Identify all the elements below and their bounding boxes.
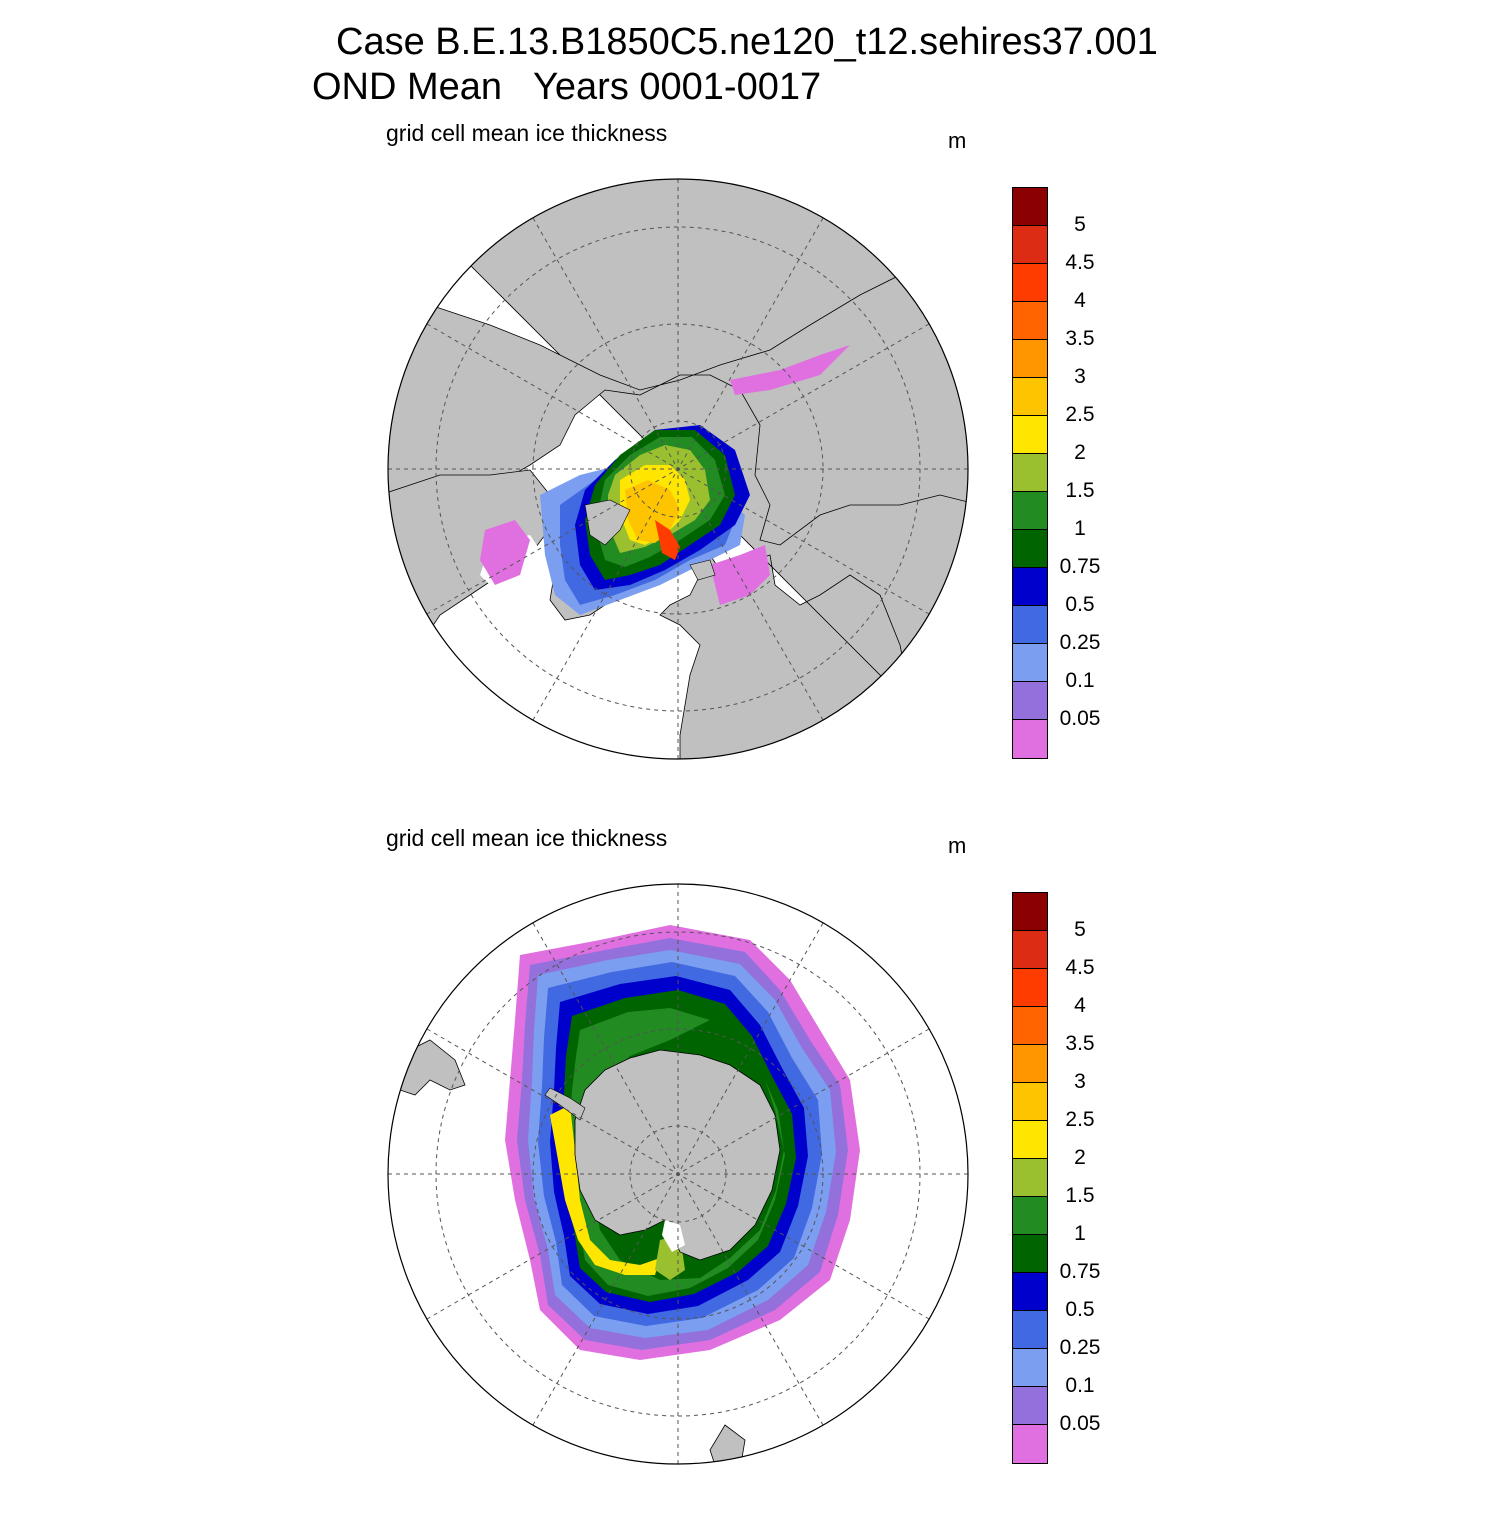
antarctic-map (387, 883, 969, 1465)
colorbar-label: 4 (1074, 994, 1086, 1017)
colorbar-label: 0.75 (1059, 555, 1101, 578)
colorbar-label: 4.5 (1065, 956, 1095, 979)
colorbar-swatch (1013, 931, 1047, 969)
colorbar-label: 2 (1074, 1146, 1086, 1169)
colorbar-swatch (1013, 893, 1047, 931)
ice-orange (625, 480, 680, 543)
antarctic-panel: grid cell mean ice thickness m (0, 815, 1500, 1515)
colorbar-swatch (1013, 1007, 1047, 1045)
colorbar-label: 2.5 (1065, 1108, 1095, 1131)
colorbar-label: 5 (1074, 213, 1086, 236)
colorbar-swatch (1013, 969, 1047, 1007)
colorbar-swatch (1013, 1197, 1047, 1235)
colorbar-label: 3 (1074, 1070, 1086, 1093)
colorbar-swatch (1013, 188, 1047, 226)
colorbar-swatch (1013, 682, 1047, 720)
ice-green (568, 1008, 785, 1296)
colorbar-swatch (1013, 1121, 1047, 1159)
colorbar-swatch (1013, 1311, 1047, 1349)
figure-title-line2: OND Mean Years 0001-0017 (312, 66, 822, 108)
ice-red (655, 520, 680, 560)
colorbar-swatch (1013, 606, 1047, 644)
colorbar-label: 0.75 (1059, 1260, 1101, 1283)
colorbar-swatch (1013, 568, 1047, 606)
colorbar-swatch (1013, 264, 1047, 302)
ice-pink (480, 520, 530, 585)
colorbar-swatch (1013, 340, 1047, 378)
colorbar-label: 0.5 (1065, 593, 1095, 616)
land-canadian-archipelago (584, 499, 631, 546)
colorbar-swatch (1013, 1387, 1047, 1425)
colorbar-label: 0.25 (1059, 1336, 1101, 1359)
land-south-america (399, 1039, 466, 1096)
ice-pink-north (730, 345, 850, 395)
plot-title: grid cell mean ice thickness (386, 825, 668, 851)
colorbar-swatch (1013, 454, 1047, 492)
arctic-map (387, 178, 969, 760)
colorbar-swatch (1013, 226, 1047, 264)
colorbar-label: 1.5 (1065, 1184, 1095, 1207)
units-label: m (948, 128, 967, 153)
ice-pink-barents (710, 545, 770, 605)
land-africa-tip (709, 1424, 746, 1464)
colorbar-swatch (1013, 1425, 1047, 1463)
plot-title: grid cell mean ice thickness (386, 120, 668, 146)
colorbar-label: 0.1 (1065, 669, 1095, 692)
colorbar-label: 0.5 (1065, 1298, 1095, 1321)
colorbar-label: 1 (1074, 1222, 1086, 1245)
colorbar-swatch (1013, 492, 1047, 530)
colorbar-label: 1.5 (1065, 479, 1095, 502)
colorbar-label: 0.05 (1059, 707, 1101, 730)
colorbar-label: 0.25 (1059, 631, 1101, 654)
colorbar-swatch (1013, 1235, 1047, 1273)
colorbar (1012, 187, 1048, 759)
colorbar-label: 0.1 (1065, 1374, 1095, 1397)
land-antarctic-peninsula (544, 1087, 586, 1121)
colorbar-swatch (1013, 530, 1047, 568)
colorbar-swatch (1013, 1083, 1047, 1121)
colorbar-swatch (1013, 1349, 1047, 1387)
colorbar-label: 2.5 (1065, 403, 1095, 426)
colorbar-label: 4.5 (1065, 251, 1095, 274)
colorbar (1012, 892, 1048, 1464)
colorbar-label: 3.5 (1065, 1032, 1095, 1055)
colorbar-swatch (1013, 1045, 1047, 1083)
colorbar-swatch (1013, 302, 1047, 340)
colorbar-label: 3.5 (1065, 327, 1095, 350)
figure-title-line1: Case B.E.13.B1850C5.ne120_t12.sehires37.… (336, 21, 1158, 63)
colorbar-swatch (1013, 644, 1047, 682)
colorbar-swatch (1013, 416, 1047, 454)
colorbar-label: 1 (1074, 517, 1086, 540)
land-svalbard (689, 559, 716, 581)
colorbar-swatch (1013, 378, 1047, 416)
colorbar-label: 4 (1074, 289, 1086, 312)
arctic-panel: grid cell mean ice thickness m (0, 110, 1500, 810)
colorbar-swatch (1013, 720, 1047, 758)
colorbar-swatch (1013, 1159, 1047, 1197)
colorbar-label: 0.05 (1059, 1412, 1101, 1435)
colorbar-label: 3 (1074, 365, 1086, 388)
colorbar-swatch (1013, 1273, 1047, 1311)
colorbar-label: 2 (1074, 441, 1086, 464)
units-label: m (948, 833, 967, 858)
colorbar-label: 5 (1074, 918, 1086, 941)
ice-shelf-ross (662, 1220, 685, 1252)
ice-yellow (550, 1105, 660, 1275)
